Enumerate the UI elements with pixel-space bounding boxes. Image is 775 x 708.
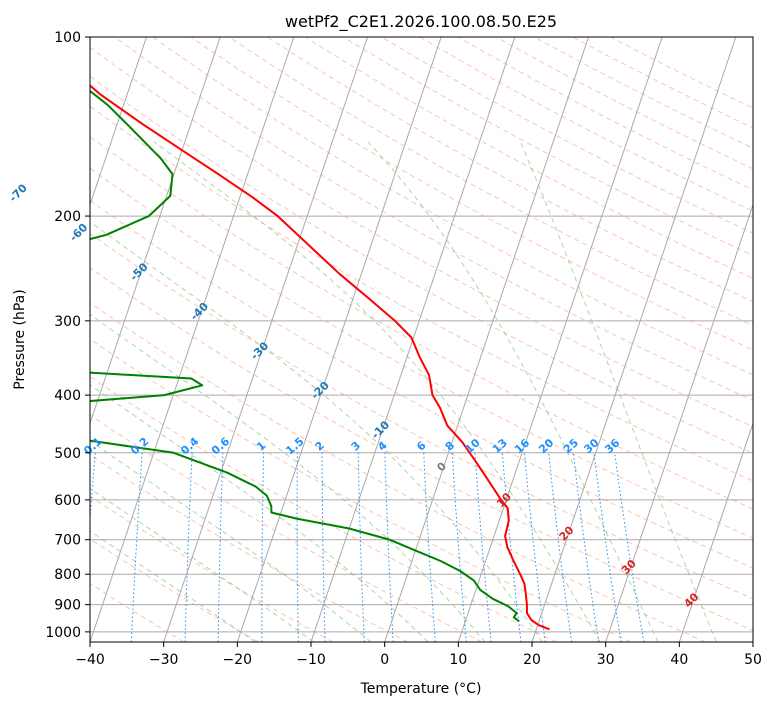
dry-adiabat-line (90, 538, 259, 642)
x-tick-label: −30 (149, 652, 179, 668)
dry-adiabat-line (534, 37, 753, 149)
x-tick-label: 0 (380, 652, 389, 668)
y-tick-label: 600 (54, 493, 81, 509)
dry-adiabat-line (90, 375, 557, 642)
isotherm-line (678, 421, 753, 642)
isotherm-line (90, 37, 221, 425)
dry-adiabat-line (90, 495, 334, 642)
dry-adiabat-line (419, 37, 753, 212)
mixing-ratio-line (593, 452, 622, 642)
dry-adiabat-line (90, 302, 706, 642)
y-tick-label: 1000 (45, 625, 81, 641)
plot-frame (89, 36, 754, 643)
isotherm-line (90, 37, 295, 642)
y-tick-label: 200 (54, 209, 81, 225)
isotherm-line (457, 37, 663, 642)
data-series (90, 84, 550, 631)
mixing-ratio-line (614, 452, 645, 642)
dry-adiabat-line (152, 37, 753, 376)
x-tick-label: −10 (296, 652, 326, 668)
x-tick-label: 20 (523, 652, 541, 668)
dry-adiabat-line (90, 136, 753, 510)
dry-adiabat-line (114, 37, 753, 401)
dry-adiabat-line (305, 37, 753, 279)
y-axis-label: Pressure (hPa) (12, 289, 28, 389)
isotherm-line (605, 203, 753, 642)
y-tick-label: 100 (54, 30, 81, 46)
y-tick-label: 500 (54, 446, 81, 462)
moist-adiabat-line (367, 141, 659, 642)
dry-adiabat-line (190, 37, 753, 351)
dry-adiabat-line (90, 232, 753, 600)
chart-title: wetPf2_C2E1.2026.100.08.50.E25 (285, 12, 557, 32)
isotherm-line (163, 37, 368, 642)
dewpoint-profile-line (90, 89, 520, 623)
x-tick-label: 30 (597, 652, 615, 668)
moist-adiabat-line (153, 141, 601, 642)
isotherm-line (236, 37, 442, 642)
x-tick-label: 10 (449, 652, 467, 668)
y-tick-label: 400 (54, 388, 81, 404)
dry-adiabat-line (381, 37, 753, 234)
isotherm-line (531, 37, 737, 642)
dry-adiabat-line (90, 167, 753, 539)
moist-adiabat-line (90, 440, 372, 642)
temperature-profile-line (90, 84, 550, 631)
x-tick-label: 50 (744, 652, 762, 668)
isotherm-line (384, 37, 589, 642)
x-tick-label: 40 (670, 652, 688, 668)
dry-adiabat-line (90, 267, 753, 631)
x-tick-label: −40 (75, 652, 105, 668)
moist-adiabat-line (519, 141, 717, 642)
y-tick-label: 700 (54, 533, 81, 549)
isotherm-line (90, 37, 147, 207)
dry-adiabat-line (90, 338, 632, 642)
y-tick-label: 800 (54, 567, 81, 583)
moist-adiabat-line (90, 221, 543, 642)
x-tick-label: −20 (223, 652, 253, 668)
moist-adiabat-line (90, 384, 429, 642)
dry-adiabat-line (266, 37, 753, 303)
y-tick-label: 900 (54, 598, 81, 614)
x-axis-label: Temperature (°C) (360, 681, 482, 697)
moist-adiabat-line (90, 313, 486, 642)
dry-adiabat-line (90, 199, 753, 569)
y-tick-label: 300 (54, 314, 81, 330)
background-lines (90, 37, 753, 642)
moist-adiabat-line (90, 487, 314, 642)
axes: −40 −30 −20 −10 0 10 20 30 40 50 1000 900 800 700 600 5… (45, 30, 762, 668)
